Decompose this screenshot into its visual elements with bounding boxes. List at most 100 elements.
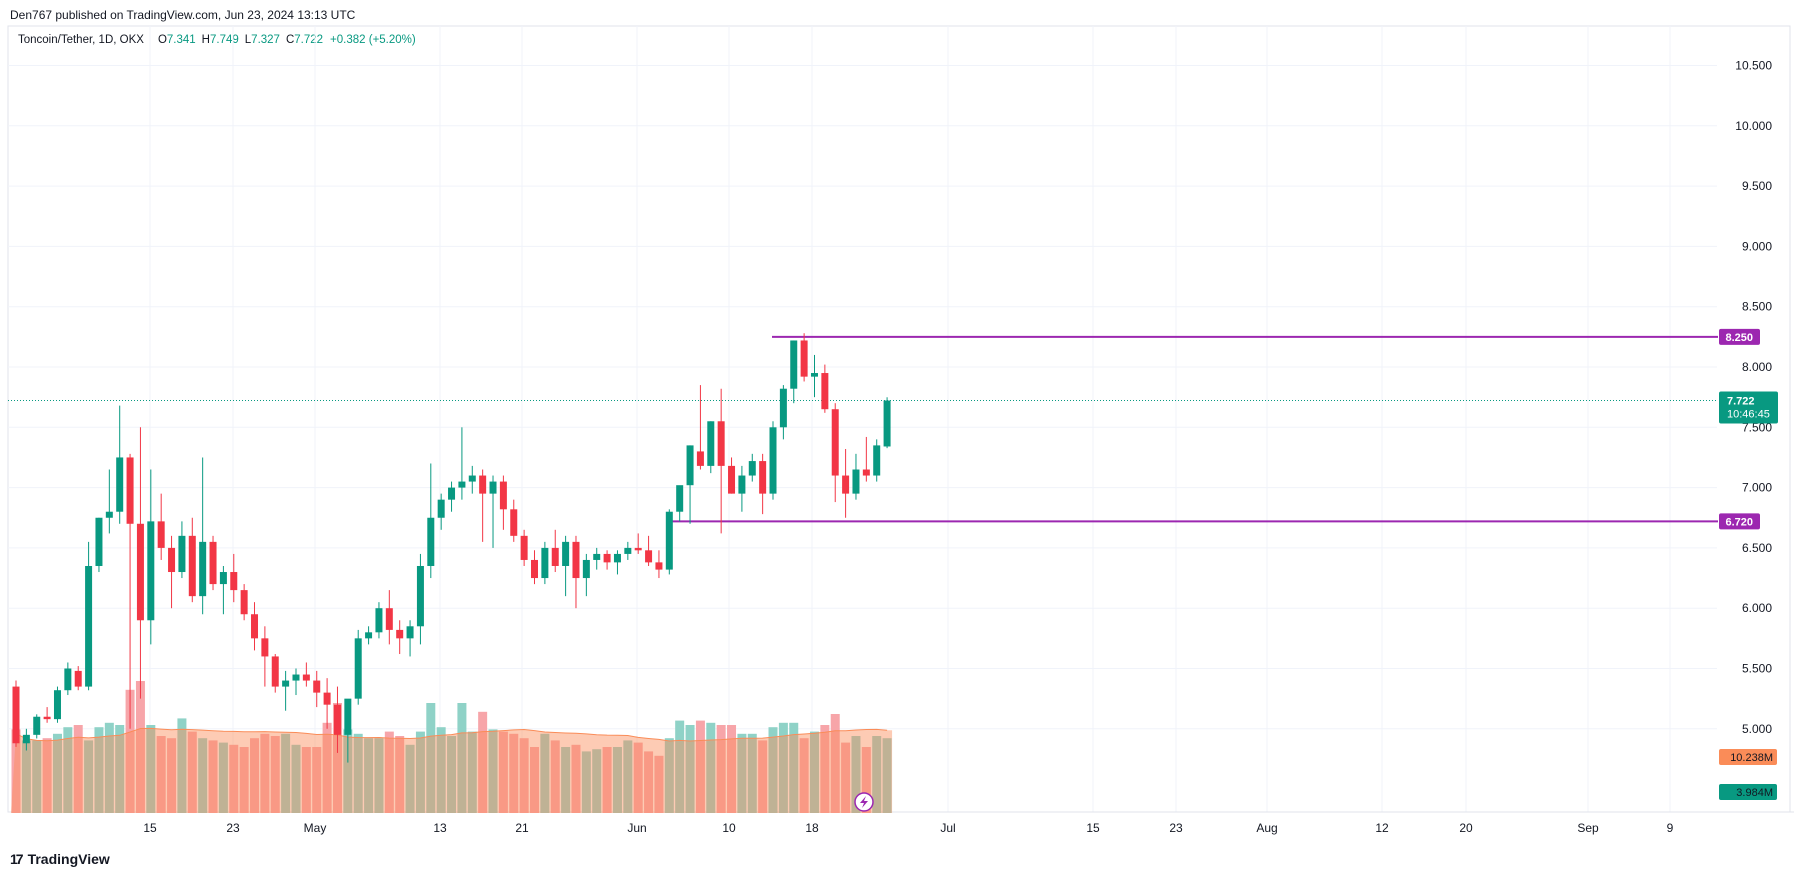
candle-body <box>531 559 538 579</box>
candle-body <box>375 608 383 633</box>
volume-bar <box>436 727 446 813</box>
candle-body <box>862 469 870 476</box>
volume-bar <box>882 738 892 813</box>
volume-bar <box>654 755 664 813</box>
candle-body <box>696 451 704 466</box>
candle-body <box>354 638 362 699</box>
candle-body <box>43 716 51 720</box>
volume-bar <box>644 751 654 813</box>
price-tick-label: 10.000 <box>1735 119 1772 133</box>
volume-bar <box>727 725 737 813</box>
price-tick-label: 5.000 <box>1742 722 1772 736</box>
volume-value-tag <box>1719 749 1777 765</box>
candle-body <box>12 686 20 744</box>
volume-bar <box>84 740 94 813</box>
volume-bar <box>716 725 726 813</box>
volume-value-tag <box>1719 784 1777 800</box>
volume-bar <box>561 747 571 813</box>
candle-body <box>261 638 269 657</box>
time-tick-label: 12 <box>1375 821 1389 835</box>
candle-body <box>779 388 787 428</box>
candle-body <box>645 550 653 563</box>
volume-bars <box>11 681 892 813</box>
volume-bar <box>312 747 322 813</box>
volume-bar <box>32 740 42 813</box>
volume-bar <box>872 736 882 813</box>
time-tick-label: Jul <box>940 821 955 835</box>
candle-body <box>385 608 393 630</box>
candle-body <box>655 562 663 570</box>
time-tick-label: 23 <box>1169 821 1183 835</box>
candle-body <box>603 553 611 563</box>
volume-bar <box>229 744 239 813</box>
symbol-title[interactable]: Toncoin/Tether, 1D, OKX <box>18 34 144 46</box>
volume-bar <box>146 725 156 813</box>
candle-body <box>85 565 93 687</box>
candle-body <box>562 541 570 566</box>
volume-value-label: 3.984M <box>1736 787 1773 799</box>
candle-body <box>33 716 41 735</box>
time-tick-label: 23 <box>226 821 240 835</box>
candle-body <box>810 373 818 377</box>
time-tick-label: May <box>304 821 327 835</box>
candle-body <box>717 421 725 466</box>
volume-bar <box>695 720 705 813</box>
candle-body <box>53 690 61 720</box>
volume-bar <box>789 722 799 813</box>
time-tick-label: 15 <box>1086 821 1100 835</box>
candle-body <box>188 535 196 597</box>
tradingview-icon: 17 <box>10 851 24 867</box>
volume-bar <box>260 733 270 813</box>
volume-bar <box>405 744 415 813</box>
time-tick-label: 10 <box>722 821 736 835</box>
volume-bar <box>602 747 612 813</box>
candle-body <box>427 517 435 566</box>
candle-body <box>271 656 279 687</box>
volume-bar <box>42 738 52 813</box>
last-price-tag <box>1719 391 1778 424</box>
candle-body <box>572 541 580 579</box>
volume-bar <box>187 731 197 813</box>
candle-body <box>282 680 290 687</box>
candle-body <box>333 704 341 735</box>
volume-bar <box>115 725 125 813</box>
volume-bar <box>52 733 62 813</box>
volume-bar <box>612 747 622 813</box>
volume-bar <box>519 738 529 813</box>
volume-bar <box>758 740 768 813</box>
time-tick-label: 21 <box>515 821 529 835</box>
candle-body <box>168 547 176 573</box>
candle-body <box>344 698 352 735</box>
close-label: C <box>285 34 295 46</box>
candle-body <box>728 465 736 494</box>
lightning-icon[interactable] <box>854 792 874 812</box>
volume-bar <box>830 714 840 813</box>
candle-body <box>551 547 559 566</box>
volume-bar <box>768 727 778 813</box>
candle-body <box>251 614 259 639</box>
tradingview-logo[interactable]: 17 TradingView <box>10 851 110 867</box>
volume-bar <box>706 722 716 813</box>
volume-bar <box>509 733 519 813</box>
volume-bar <box>291 744 301 813</box>
volume-bar <box>198 738 208 813</box>
volume-bar <box>384 731 394 813</box>
high-label: H <box>201 34 210 46</box>
time-tick-label: Aug <box>1256 821 1277 835</box>
candle-body <box>499 481 507 510</box>
candle-body <box>230 572 238 591</box>
candle-body <box>323 692 331 705</box>
price-tick-label: 5.500 <box>1742 662 1772 676</box>
volume-bar <box>550 740 560 813</box>
candle-body <box>468 475 476 482</box>
volume-bar <box>530 747 539 813</box>
brand-name: TradingView <box>27 851 110 867</box>
price-tick-label: 7.500 <box>1742 420 1772 434</box>
candle-body <box>593 553 601 560</box>
candle-body <box>738 475 746 494</box>
candle-body <box>458 481 466 488</box>
volume-bar <box>270 736 280 813</box>
price-tick-label: 7.000 <box>1742 481 1772 495</box>
